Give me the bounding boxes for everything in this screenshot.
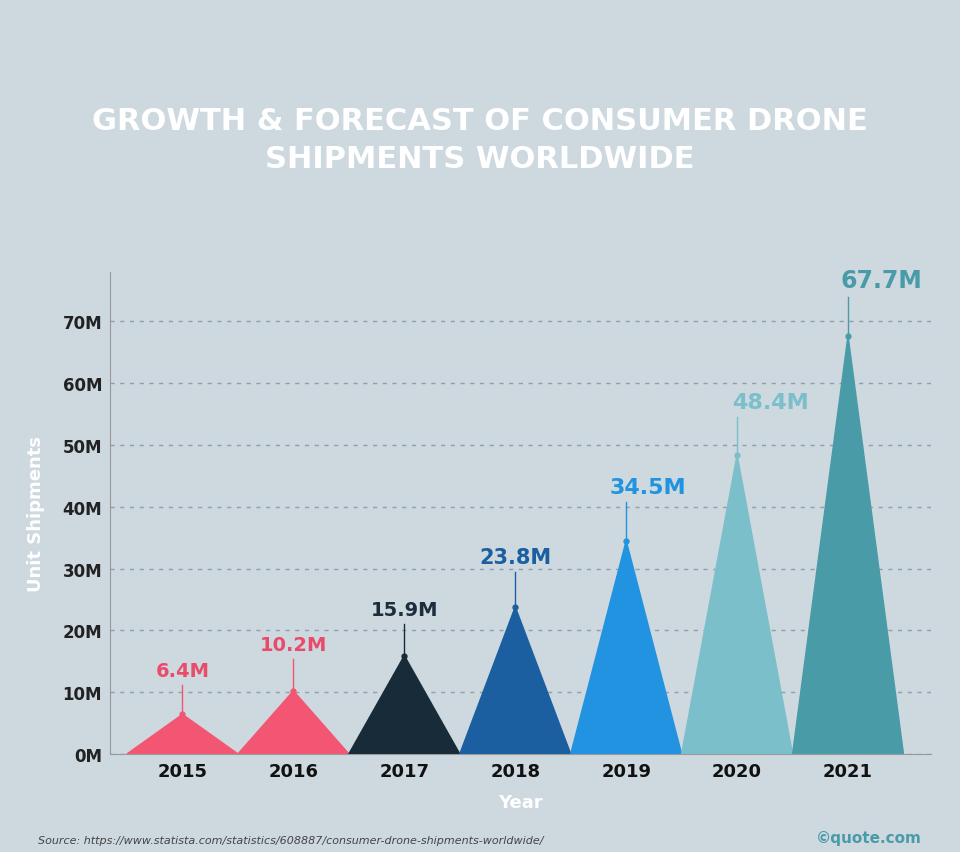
Polygon shape <box>238 691 348 754</box>
Text: Source: https://www.statista.com/statistics/608887/consumer-drone-shipments-worl: Source: https://www.statista.com/statist… <box>38 835 544 845</box>
Text: 67.7M: 67.7M <box>840 269 923 293</box>
Text: GROWTH & FORECAST OF CONSUMER DRONE
SHIPMENTS WORLDWIDE: GROWTH & FORECAST OF CONSUMER DRONE SHIP… <box>92 107 868 174</box>
Text: ©quote.com: ©quote.com <box>816 830 922 845</box>
Polygon shape <box>460 607 570 754</box>
Text: Unit Shipments: Unit Shipments <box>27 435 45 591</box>
Polygon shape <box>127 715 238 754</box>
Polygon shape <box>682 455 793 754</box>
Text: 34.5M: 34.5M <box>610 478 686 498</box>
Polygon shape <box>793 337 903 754</box>
Text: 10.2M: 10.2M <box>260 635 327 654</box>
Text: 48.4M: 48.4M <box>732 392 808 412</box>
Polygon shape <box>570 541 682 754</box>
Text: 23.8M: 23.8M <box>479 547 551 567</box>
Text: Year: Year <box>498 792 543 811</box>
Text: 15.9M: 15.9M <box>371 600 438 619</box>
Text: 6.4M: 6.4M <box>156 662 209 681</box>
Polygon shape <box>348 656 460 754</box>
